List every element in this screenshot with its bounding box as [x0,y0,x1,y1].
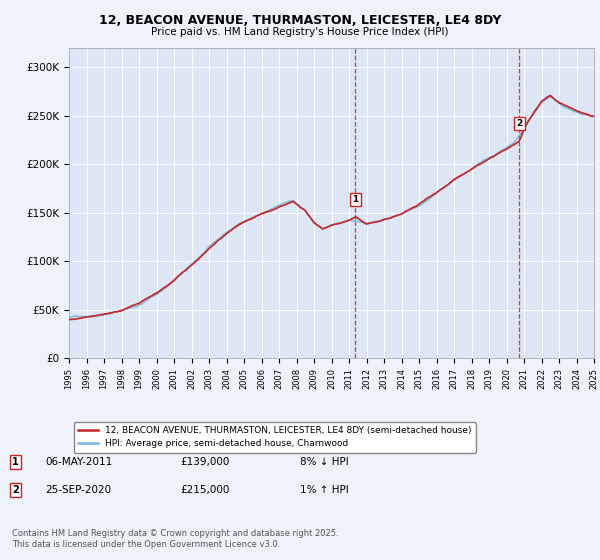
Text: £215,000: £215,000 [180,485,229,495]
Text: 12, BEACON AVENUE, THURMASTON, LEICESTER, LE4 8DY: 12, BEACON AVENUE, THURMASTON, LEICESTER… [99,14,501,27]
Text: Contains HM Land Registry data © Crown copyright and database right 2025.
This d: Contains HM Land Registry data © Crown c… [12,529,338,549]
Text: 2: 2 [516,119,523,128]
Text: 25-SEP-2020: 25-SEP-2020 [45,485,111,495]
Text: 1% ↑ HPI: 1% ↑ HPI [300,485,349,495]
Text: 2: 2 [12,485,19,495]
Text: 1: 1 [352,195,358,204]
Text: Price paid vs. HM Land Registry's House Price Index (HPI): Price paid vs. HM Land Registry's House … [151,27,449,37]
Text: £139,000: £139,000 [180,457,229,467]
Text: 1: 1 [12,457,19,467]
Legend: 12, BEACON AVENUE, THURMASTON, LEICESTER, LE4 8DY (semi-detached house), HPI: Av: 12, BEACON AVENUE, THURMASTON, LEICESTER… [74,422,476,452]
Text: 06-MAY-2011: 06-MAY-2011 [45,457,112,467]
Text: 8% ↓ HPI: 8% ↓ HPI [300,457,349,467]
